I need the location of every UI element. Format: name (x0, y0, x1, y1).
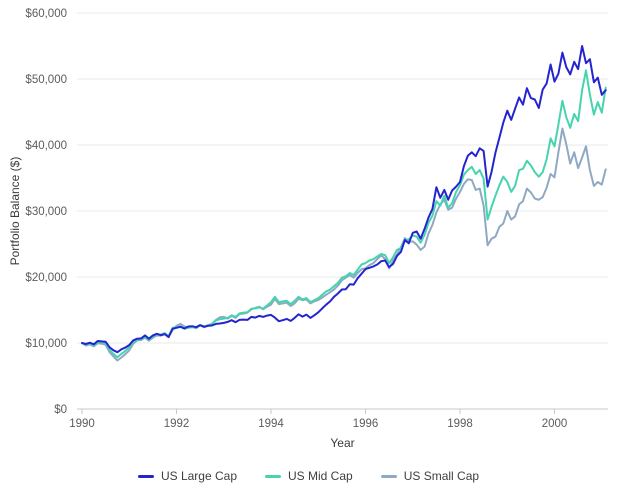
legend-item-us-small-cap[interactable]: US Small Cap (380, 469, 480, 483)
x-tick-label: 1990 (69, 418, 95, 430)
y-tick-label: $0 (54, 404, 67, 416)
x-axis-title: Year (330, 436, 355, 450)
series-line-us-small-cap[interactable] (81, 127, 607, 362)
y-tick-label: $60,000 (25, 8, 67, 20)
legend-item-us-large-cap[interactable]: US Large Cap (137, 469, 237, 483)
legend-line-swatch-large (137, 474, 154, 478)
x-tick-label: 2000 (542, 418, 568, 430)
x-tick-label: 1998 (447, 418, 473, 430)
y-tick-label: $30,000 (25, 206, 67, 218)
x-tick-label: 1994 (258, 418, 284, 430)
legend-item-us-mid-cap[interactable]: US Mid Cap (265, 469, 353, 483)
y-tick-label: $50,000 (25, 74, 67, 86)
legend-label: US Mid Cap (288, 469, 353, 483)
legend-line-swatch-small (380, 474, 397, 478)
chart-legend: US Large Cap US Mid Cap US Small Cap (0, 469, 617, 483)
y-axis-title: Portfolio Balance ($) (8, 156, 22, 266)
x-tick-label: 1996 (353, 418, 379, 430)
y-tick-label: $40,000 (25, 140, 67, 152)
y-tick-label: $10,000 (25, 338, 67, 350)
legend-label: US Small Cap (403, 469, 480, 483)
series-line-us-mid-cap[interactable] (81, 69, 607, 359)
series-line-us-large-cap[interactable] (81, 45, 607, 354)
x-tick-label: 1992 (164, 418, 190, 430)
legend-line-swatch-mid (265, 474, 281, 478)
legend-label: US Large Cap (160, 469, 237, 483)
y-tick-label: $20,000 (25, 272, 67, 284)
